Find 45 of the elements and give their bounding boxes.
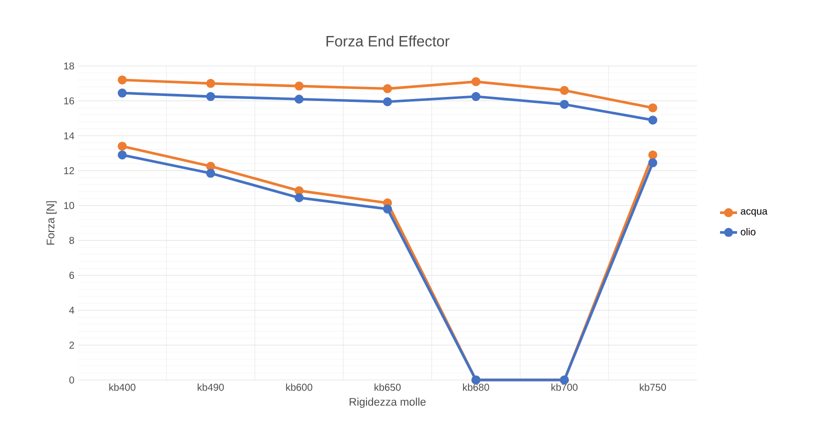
point: [118, 88, 127, 98]
y-tick-label: 0: [69, 376, 74, 384]
point: [383, 84, 392, 94]
point: [118, 142, 127, 151]
point: [206, 92, 216, 102]
point: [383, 97, 392, 106]
legend-label: acqua: [740, 209, 768, 217]
point: [648, 116, 658, 125]
point: [294, 186, 304, 196]
point: [471, 77, 480, 86]
x-axis-title: Rigidezza molle: [350, 398, 426, 408]
x-tick-label: kb650: [374, 384, 401, 391]
x-tick-label: kb490: [198, 384, 224, 391]
point: [294, 82, 304, 91]
y-axis-title: Forza [N]: [46, 201, 57, 245]
point: [118, 150, 127, 160]
x-tick-label: kb600: [286, 384, 312, 391]
y-tick-label: 10: [64, 202, 74, 210]
y-tick-label: 14: [64, 132, 74, 140]
point: [206, 162, 216, 171]
point: [294, 94, 304, 104]
point: [648, 150, 658, 160]
x-tick-label: kb400: [109, 384, 136, 391]
y-tick-label: 6: [69, 272, 74, 279]
chart-title: Forza End Effector: [326, 36, 450, 46]
y-tick-label: 8: [69, 236, 74, 244]
y-tick-label: 12: [64, 167, 74, 174]
point: [560, 100, 569, 109]
y-tick-label: 4: [69, 306, 74, 314]
point: [560, 86, 569, 95]
x-tick-label: kb680: [463, 384, 490, 391]
y-tick-label: 18: [64, 62, 74, 70]
point: [383, 204, 392, 214]
point: [471, 92, 480, 102]
y-tick-label: 2: [69, 342, 74, 349]
point: [648, 158, 658, 168]
point: [118, 75, 127, 84]
point: [206, 78, 216, 88]
x-tick-label: kb750: [640, 384, 666, 391]
point: [648, 103, 658, 112]
legend-label: olio: [740, 228, 756, 236]
x-tick-label: kb700: [551, 384, 578, 391]
point: [206, 168, 216, 178]
point: [294, 193, 304, 202]
y-tick-label: 16: [64, 97, 74, 104]
